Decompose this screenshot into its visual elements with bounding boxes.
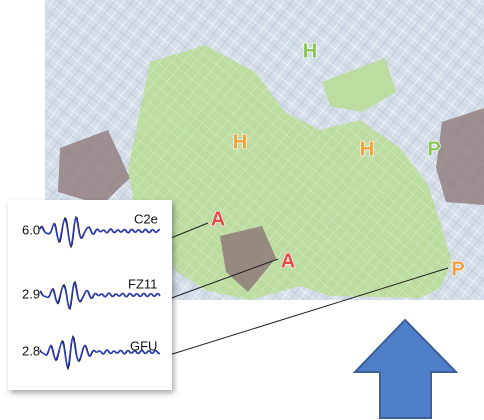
zone-brown — [436, 108, 484, 205]
marker: H — [233, 131, 247, 153]
marker: P — [451, 258, 464, 280]
station: FZ11 — [128, 276, 157, 291]
page: H H H P P A A 6.0 C2e 2.9 FZ11 2.8 GFU — [0, 0, 484, 420]
amplitude: 6.0 — [22, 222, 40, 237]
marker: A — [211, 208, 225, 230]
up-arrow — [355, 320, 456, 418]
marker: A — [281, 250, 295, 272]
marker: H — [303, 40, 317, 62]
inset: 6.0 C2e 2.9 FZ11 2.8 GFU — [8, 200, 172, 390]
station: C2e — [134, 211, 158, 226]
marker: P — [427, 138, 440, 160]
amplitude: 2.9 — [22, 286, 40, 301]
amplitude: 2.8 — [22, 343, 40, 358]
marker: H — [360, 138, 374, 160]
station: GFU — [130, 338, 157, 353]
